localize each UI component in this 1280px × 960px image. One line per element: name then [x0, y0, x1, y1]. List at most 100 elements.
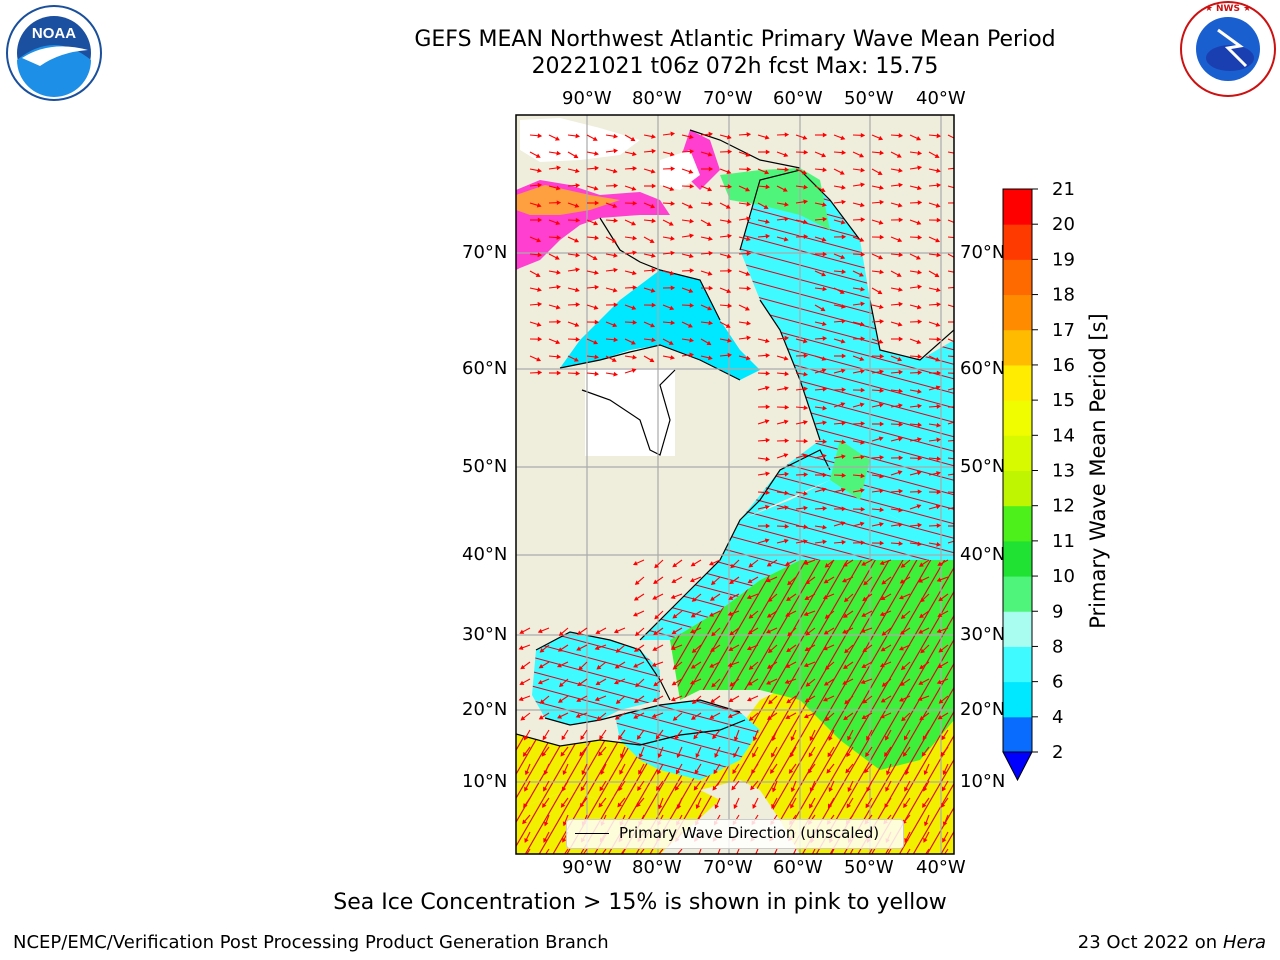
colorbar-level	[1003, 259, 1032, 296]
wave-arrow-head	[764, 169, 770, 175]
wave-arrow-head	[878, 436, 884, 441]
wave-arrow-head	[653, 681, 659, 687]
wave-arrow-head	[839, 289, 845, 294]
wave-arrow-head	[654, 563, 659, 569]
wave-arrow-head	[611, 238, 617, 243]
wave-arrow-head	[763, 204, 769, 209]
wave-arrow-head	[652, 595, 658, 600]
wave-arrow-head	[523, 735, 529, 741]
wave-arrow-head	[783, 236, 789, 242]
wave-arrow-head	[613, 267, 619, 273]
wave-arrow-head	[709, 714, 715, 719]
wave-arrow-head	[784, 201, 789, 207]
wave-arrow-head	[805, 630, 811, 636]
wave-arrow-head	[596, 716, 602, 721]
wave-arrow-head	[840, 254, 846, 260]
wave-arrow-head	[651, 662, 657, 667]
wave-arrow-head	[936, 404, 942, 409]
wave-arrow-head	[577, 630, 582, 635]
wave-arrow-head	[543, 770, 549, 776]
wave-arrow-head	[822, 539, 828, 545]
wave-arrow-head	[633, 647, 639, 652]
wave-arrow-head	[745, 271, 751, 276]
colorbar-tick-label: 16	[1052, 355, 1075, 376]
wave-arrow-head	[842, 680, 848, 685]
wave-arrow-head	[562, 821, 568, 827]
wave-arrow-head	[752, 752, 757, 758]
wave-arrow-head	[898, 436, 903, 442]
wave-arrow	[947, 338, 954, 343]
wave-arrow-head	[638, 769, 643, 775]
wave-arrow-head	[821, 272, 827, 277]
wave-arrow-head	[802, 170, 808, 175]
wave-arrow-head	[771, 803, 776, 809]
wave-arrow-head	[693, 785, 699, 791]
lat-label-right: 70°N	[960, 242, 1006, 263]
wave-arrow-head	[637, 786, 642, 792]
wave-arrow-head	[803, 539, 808, 544]
colorbar-tick-label: 10	[1052, 566, 1075, 587]
colorbar-level	[1003, 540, 1032, 577]
wave-arrow-head	[650, 169, 656, 174]
wave-arrow-head	[935, 322, 941, 327]
wave-arrow-head	[879, 714, 885, 719]
wave-arrow-head	[898, 167, 903, 173]
wave-arrow-head	[537, 252, 543, 258]
wave-arrow-head	[784, 167, 790, 172]
wave-arrow-head	[689, 183, 695, 189]
wave-arrow-head	[746, 286, 752, 291]
wave-arrow-head	[708, 355, 713, 361]
wave-arrow-head	[860, 540, 866, 546]
wave-arrow-head	[880, 595, 886, 601]
wave-arrow-head	[670, 285, 676, 291]
wave-arrow-head	[823, 681, 829, 686]
wave-arrow-head	[784, 538, 789, 544]
wave-arrow-head	[879, 353, 885, 359]
wave-arrow-head	[727, 149, 733, 155]
wave-arrow-head	[935, 385, 941, 390]
wave-arrow-head	[613, 680, 619, 685]
wave-arrow-head	[955, 222, 958, 225]
wave-arrow-head	[917, 354, 923, 359]
wave-arrow-head	[631, 368, 637, 373]
wave-arrow-head	[784, 335, 790, 341]
wave-arrow-head	[899, 579, 905, 584]
wave-arrow-head	[594, 200, 600, 206]
wave-arrow-head	[613, 628, 619, 634]
wave-arrow-head	[537, 301, 543, 307]
wave-arrow-head	[861, 612, 867, 617]
wave-arrow-head	[917, 235, 923, 240]
wave-arrow-head	[898, 287, 903, 292]
wave-arrow-head	[822, 405, 828, 411]
wave-arrow-head	[822, 697, 828, 702]
wave-arrow-head	[747, 630, 753, 635]
wave-arrow-head	[708, 320, 714, 326]
wave-arrow-head	[938, 647, 944, 653]
nws-logo: ★ NWS ★	[1180, 1, 1276, 97]
wave-arrow-head	[556, 200, 562, 206]
wave-arrow-head	[618, 853, 619, 854]
wave-arrow-head	[787, 580, 792, 586]
lat-label-right: 50°N	[960, 456, 1006, 477]
wave-arrow-head	[904, 770, 910, 776]
wave-arrow-head	[827, 803, 833, 809]
wave-arrow-head	[861, 663, 867, 668]
wave-arrow-head	[675, 769, 681, 775]
wave-arrow-head	[860, 182, 866, 188]
wave-arrow-head	[544, 821, 549, 827]
wave-arrow-head	[917, 541, 923, 547]
wave-arrow-head	[822, 453, 827, 459]
legend-line-symbol	[575, 833, 609, 834]
wave-arrow-head	[879, 488, 885, 494]
wave-arrow-head	[897, 322, 903, 327]
wave-arrow-head	[881, 682, 887, 687]
wave-arrow-head	[689, 337, 695, 343]
wave-arrow-head	[898, 388, 904, 394]
wave-arrow	[677, 848, 683, 854]
wave-arrow-head	[845, 768, 850, 774]
wave-arrow-head	[653, 630, 659, 636]
wave-arrow-head	[599, 786, 604, 792]
colorbar: 2 4 6 8 9 10 11 12 13 14 15 16 17 18 19 20 21	[1002, 179, 1075, 782]
wave-arrow-head	[594, 284, 600, 290]
wave-arrow-head	[879, 662, 885, 668]
